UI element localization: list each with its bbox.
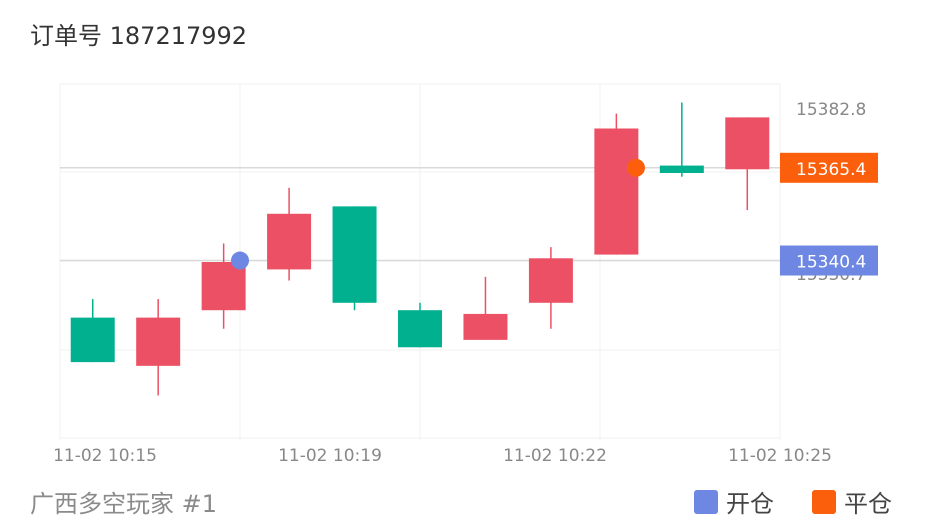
candle-body <box>463 313 508 340</box>
candle-body <box>659 165 704 173</box>
trade-marker <box>627 158 645 177</box>
legend-close-label: 平仓 <box>844 490 892 518</box>
price-tag <box>780 152 878 183</box>
price-tag <box>780 245 878 276</box>
legend-close-swatch <box>812 489 836 514</box>
x-tick-label: 11-02 10:25 <box>728 446 832 466</box>
order-number: 187217992 <box>109 22 248 50</box>
candle-body <box>267 213 312 270</box>
legend-open-swatch <box>694 489 718 514</box>
candle-body <box>136 317 181 366</box>
candle-body <box>201 262 246 311</box>
candle-body <box>528 258 573 303</box>
candle-body <box>398 310 442 348</box>
trade-marker <box>231 251 249 270</box>
order-title: 订单号 187217992 <box>30 16 247 51</box>
x-tick-label: 11-02 10:22 <box>503 446 607 466</box>
order-title-prefix: 订单号 <box>30 22 102 50</box>
legend-open: 开仓 <box>694 484 774 519</box>
x-tick-label: 11-02 10:19 <box>278 446 382 466</box>
candle-body <box>594 128 639 255</box>
legend-open-label: 开仓 <box>726 490 774 518</box>
y-tick-label: 15382.8 <box>796 100 866 120</box>
candle-body <box>725 117 770 170</box>
price-tag-label: 15365.4 <box>796 160 866 180</box>
candle-body <box>332 206 377 303</box>
price-tag-label: 15340.4 <box>796 253 866 273</box>
trader-name: 广西多空玩家 #1 <box>30 490 218 518</box>
candle-body <box>70 317 115 363</box>
legend-close: 平仓 <box>812 484 892 519</box>
x-tick-label: 11-02 10:15 <box>53 446 157 466</box>
